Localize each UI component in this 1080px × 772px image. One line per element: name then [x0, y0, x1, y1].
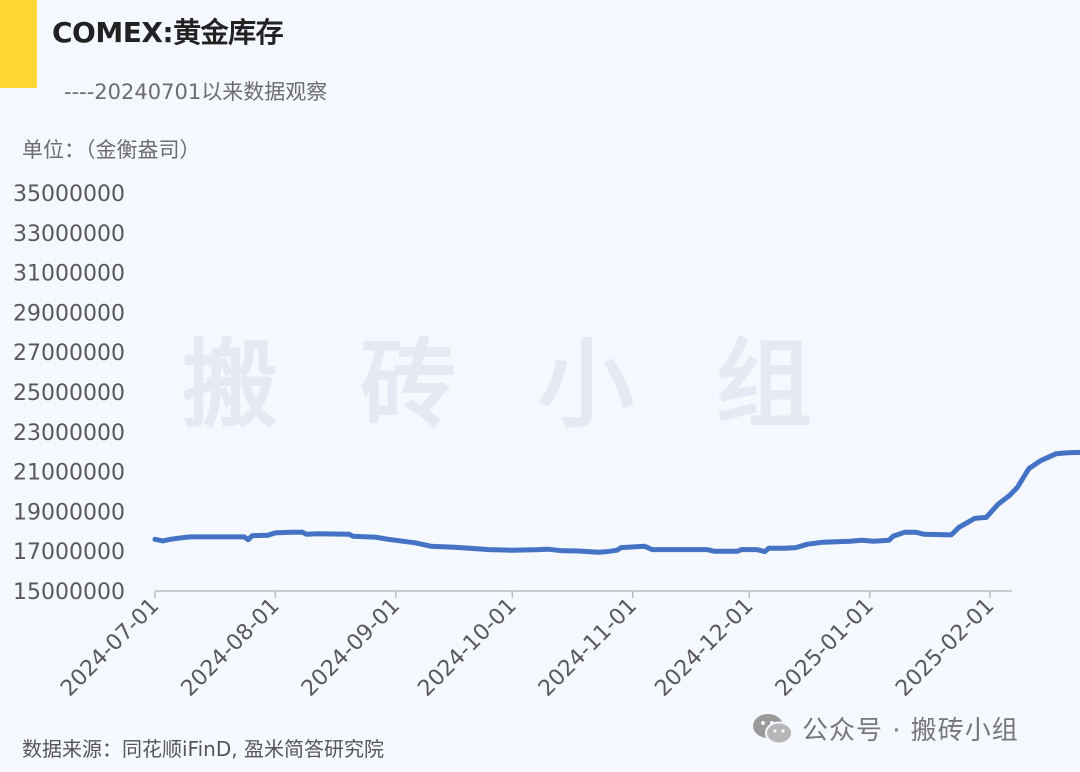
- watermark-char: 小: [538, 329, 634, 441]
- data-source-note: 数据来源：同花顺iFinD, 盈米简答研究院: [22, 737, 384, 761]
- y-tick-label: 29000000: [13, 301, 125, 326]
- wechat-account-label: 公众号 · 搬砖小组: [802, 716, 1019, 746]
- y-tick-label: 17000000: [13, 540, 125, 565]
- x-tick-label: 2024-10-01: [413, 594, 521, 702]
- unit-label: 单位：（金衡盎司）: [22, 138, 201, 162]
- watermark-char: 组: [716, 329, 812, 441]
- x-tick-label: 2024-12-01: [650, 594, 758, 702]
- series-layer: [152, 449, 1080, 555]
- x-tick-label: 2025-01-01: [771, 594, 879, 702]
- y-tick-label: 25000000: [13, 381, 125, 406]
- y-tick-label: 27000000: [13, 341, 125, 366]
- x-tick-label: 2024-08-01: [177, 594, 285, 702]
- x-tick-label: 2024-07-01: [56, 594, 164, 702]
- title-accent-bar: [0, 0, 37, 88]
- wechat-account-tag: 公众号 · 搬砖小组: [752, 710, 1019, 747]
- axes: 15000000 17000000 19000000 21000000 23000000…: [13, 182, 1012, 702]
- x-tick-label: 2024-11-01: [534, 594, 642, 702]
- y-tick-label: 21000000: [13, 461, 125, 486]
- x-tick-label: 2025-02-01: [891, 594, 999, 702]
- page-title: COMEX:黄金库存: [52, 16, 284, 49]
- x-tick-label: 2024-09-01: [297, 594, 405, 702]
- page-subtitle: ----20240701以来数据观察: [64, 80, 328, 104]
- y-tick-label: 15000000: [13, 580, 125, 605]
- y-tick-label: 19000000: [13, 500, 125, 525]
- wechat-icon: [753, 713, 793, 744]
- watermark: 搬砖小组: [182, 329, 812, 441]
- series-line: [152, 449, 1080, 555]
- watermark-char: 砖: [360, 329, 456, 441]
- watermark-char: 搬: [182, 329, 278, 441]
- y-tick-label: 23000000: [13, 421, 125, 446]
- y-tick-label: 35000000: [13, 182, 125, 207]
- y-tick-label: 33000000: [13, 222, 125, 247]
- y-tick-label: 31000000: [13, 262, 125, 287]
